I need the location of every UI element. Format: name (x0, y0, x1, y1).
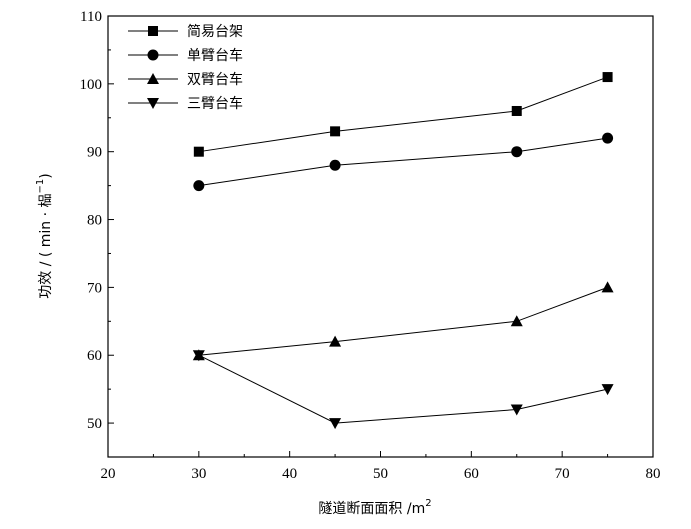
legend-item-4: 三臂台车 (128, 95, 243, 112)
data-point (330, 126, 341, 137)
x-axis: 20 30 40 50 60 70 80 (101, 451, 661, 482)
legend-marker (147, 49, 159, 61)
data-point (602, 132, 614, 144)
y-tick-label: 70 (87, 280, 102, 296)
legend-label: 三臂台车 (187, 95, 243, 112)
series-2 (193, 132, 614, 192)
legend-label: 简易台架 (187, 23, 243, 40)
legend-item-1: 简易台架 (128, 23, 243, 40)
x-tick-label: 80 (646, 466, 661, 482)
x-axis-title-superscript: 2 (425, 498, 431, 509)
legend-marker (148, 26, 158, 36)
legend-item-2: 单臂台车 (128, 47, 243, 64)
series-line (198, 76, 608, 153)
legend-marker (147, 98, 159, 109)
y-tick-label: 110 (80, 9, 102, 25)
x-tick-label: 50 (373, 466, 388, 482)
y-tick-label: 80 (87, 213, 102, 229)
y-axis-title: 功效 / ( min · 榀−1) (35, 173, 54, 299)
series-line (198, 354, 608, 424)
data-point (329, 418, 342, 430)
y-tick-label: 90 (87, 145, 102, 161)
legend-label: 单臂台车 (187, 47, 243, 64)
series-line (198, 286, 608, 356)
y-axis: 50 60 70 80 90 100 110 (80, 9, 114, 432)
legend-item-3: 双臂台车 (128, 71, 243, 88)
y-axis-title-superscript: −1 (35, 179, 46, 194)
data-point (511, 146, 523, 158)
y-tick-label: 100 (80, 77, 103, 93)
legend-marker (147, 73, 159, 84)
y-axis-title-end: ) (38, 173, 54, 178)
data-point (601, 384, 614, 396)
data-point (192, 350, 205, 362)
x-tick-label: 40 (282, 466, 297, 482)
series-3 (192, 281, 614, 361)
y-tick-label: 50 (87, 416, 102, 432)
y-axis-title-text: 功效 / ( min · 榀 (38, 193, 54, 298)
series-4 (192, 350, 614, 430)
x-axis-title-text: 隧道断面面积 /m (318, 501, 425, 517)
data-point (602, 72, 613, 83)
data-point (511, 105, 522, 116)
data-point (329, 159, 341, 171)
data-point (510, 404, 523, 416)
data-point (193, 180, 205, 192)
data-point (601, 281, 614, 293)
series-line (198, 137, 608, 187)
x-tick-label: 20 (101, 466, 116, 482)
legend-label: 双臂台车 (187, 71, 243, 88)
series-layer (192, 72, 614, 430)
data-point (329, 335, 342, 347)
y-tick-label: 60 (87, 348, 102, 364)
x-axis-title: 隧道断面面积 /m2 (318, 498, 431, 517)
x-tick-label: 30 (191, 466, 206, 482)
data-point (510, 315, 523, 327)
series-1 (193, 72, 613, 157)
data-point (193, 146, 204, 157)
x-tick-label: 60 (464, 466, 479, 482)
x-tick-label: 70 (555, 466, 570, 482)
